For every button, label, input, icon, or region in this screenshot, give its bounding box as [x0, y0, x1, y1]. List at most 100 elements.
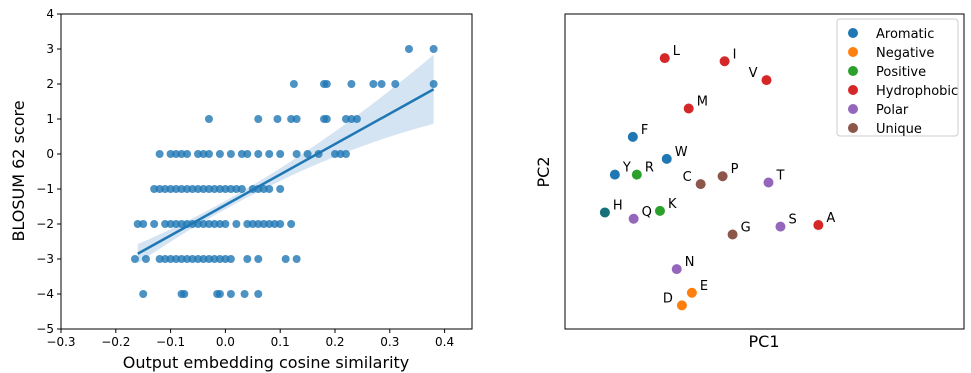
pca-point	[676, 300, 687, 311]
scatter-point	[204, 150, 213, 158]
scatter-point	[172, 220, 181, 228]
pca-point	[627, 131, 638, 142]
scatter-point	[199, 220, 208, 228]
scatter-point	[204, 115, 213, 123]
scatter-point	[139, 290, 148, 298]
confidence-band-layer	[137, 54, 434, 264]
scatter-point	[254, 290, 263, 298]
point-label: W	[675, 145, 688, 160]
pca-point	[686, 287, 697, 298]
point-label: S	[788, 213, 796, 228]
scatter-point	[188, 185, 197, 193]
scatter-point	[221, 255, 230, 263]
legend-marker	[848, 47, 858, 57]
scatter-point	[352, 115, 361, 123]
x-tick-label: 0.4	[435, 335, 454, 349]
scatter-point	[226, 290, 235, 298]
scatter-point	[177, 255, 186, 263]
point-label: D	[663, 291, 673, 306]
scatter-point	[276, 220, 285, 228]
x-tick-label: 0.0	[216, 335, 235, 349]
y-tick-label: 4	[46, 7, 54, 21]
scatter-point	[194, 255, 202, 263]
scatter-point	[141, 255, 150, 263]
pca-point	[763, 177, 774, 188]
x-tick-label: −0.1	[156, 335, 185, 349]
scatter-point	[369, 80, 378, 88]
scatter-point	[254, 150, 263, 158]
scatter-point	[199, 185, 208, 193]
x-tick-label: 0.3	[380, 335, 399, 349]
scatter-point	[161, 220, 170, 228]
point-label: E	[700, 279, 708, 294]
legend: Aromatic Negative Positive Hydrophobic Polar…	[836, 18, 959, 137]
point-label: H	[613, 198, 623, 213]
legend-marker	[848, 104, 858, 114]
y-tick-label: 1	[46, 112, 54, 126]
right-x-axis-label: PC1	[749, 332, 780, 351]
scatter-point	[292, 150, 301, 158]
scatter-point	[287, 115, 296, 123]
pca-point	[599, 207, 610, 218]
y-tick-label: −2	[36, 217, 54, 231]
scatter-point	[322, 80, 331, 88]
scatter-point	[133, 220, 142, 228]
left-scatter-panel: −0.3 −0.2 −0.1 0.0 0.1 0.2 0.3 0.4 4 3 2 1 0 −1 −2 −3 −…	[9, 7, 473, 372]
scatter-point	[377, 80, 386, 88]
scatter-point	[254, 220, 263, 228]
scatter-point	[204, 255, 213, 263]
scatter-point	[210, 255, 219, 263]
scatter-point	[215, 185, 224, 193]
left-x-ticks: −0.3 −0.2 −0.1 0.0 0.1 0.2 0.3 0.4	[46, 329, 454, 349]
scatter-point	[322, 115, 331, 123]
scatter-point	[292, 115, 301, 123]
pca-point	[628, 213, 639, 224]
scatter-point	[226, 255, 235, 263]
pca-point	[609, 169, 620, 180]
scatter-point	[287, 220, 296, 228]
scatter-point	[155, 185, 164, 193]
legend-box	[836, 18, 959, 137]
point-label: M	[697, 95, 708, 110]
legend-marker	[848, 85, 858, 95]
scatter-point	[155, 150, 164, 158]
legend-label: Negative	[876, 46, 934, 61]
right-pca-panel: L IV M F W Y R C P T H Q K G S A NE D PC1 PC2 Aromatic Neg…	[534, 13, 965, 351]
pca-point	[695, 179, 706, 190]
scatter-point	[265, 220, 274, 228]
scatter-point	[259, 185, 268, 193]
pca-point	[813, 220, 824, 231]
scatter-point	[347, 115, 356, 123]
pca-point	[631, 169, 642, 180]
scatter-point	[204, 185, 213, 193]
scatter-point	[341, 115, 350, 123]
legend-marker	[848, 28, 858, 38]
legend-label: Unique	[876, 122, 922, 137]
scatter-point	[210, 185, 219, 193]
scatter-point	[215, 220, 224, 228]
scatter-point	[172, 255, 181, 263]
scatter-point	[248, 220, 257, 228]
y-tick-label: 3	[46, 42, 54, 56]
point-label: N	[685, 255, 695, 270]
scatter-point	[226, 150, 235, 158]
x-tick-label: −0.3	[46, 335, 75, 349]
scatter-point	[404, 45, 413, 53]
pca-point	[727, 229, 738, 240]
pca-point	[654, 205, 665, 216]
point-label: G	[741, 221, 751, 236]
scatter-point	[429, 80, 438, 88]
pca-point	[717, 171, 728, 182]
scatter-point	[347, 80, 356, 88]
regression-line-layer	[137, 88, 435, 255]
scatter-point	[161, 185, 170, 193]
pca-point	[761, 75, 772, 86]
legend-label: Polar	[876, 103, 909, 118]
scatter-point	[161, 255, 170, 263]
scatter-point	[166, 150, 175, 158]
y-tick-label: −4	[36, 287, 54, 301]
scatter-point	[254, 115, 263, 123]
scatter-point	[172, 150, 181, 158]
scatter-point	[289, 80, 298, 88]
